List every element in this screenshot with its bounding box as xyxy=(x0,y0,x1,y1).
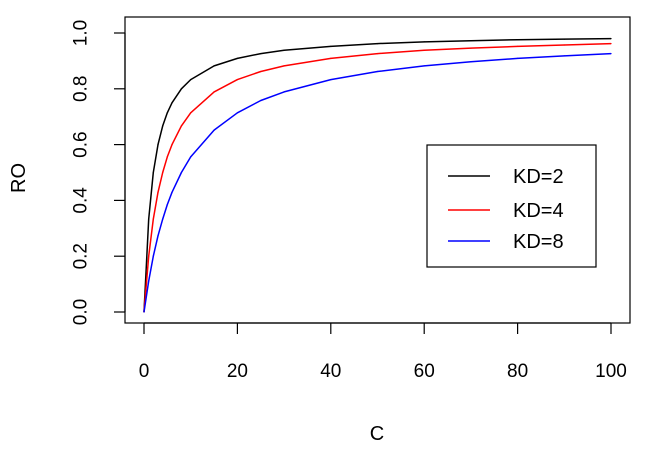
x-tick-label: 60 xyxy=(414,361,435,382)
data-point xyxy=(376,70,379,73)
data-point xyxy=(260,99,262,102)
legend-label: KD=4 xyxy=(513,200,564,222)
data-point xyxy=(157,144,159,146)
series-kd-2 xyxy=(143,37,612,313)
series-line xyxy=(143,52,612,313)
data-point xyxy=(148,255,150,257)
data-point xyxy=(260,70,262,73)
data-point xyxy=(517,39,519,41)
data-point xyxy=(260,53,262,55)
data-point xyxy=(610,38,612,40)
y-axis-title: RO xyxy=(8,163,30,193)
data-point xyxy=(563,55,565,57)
data-point xyxy=(213,129,215,131)
data-point xyxy=(166,204,168,206)
data-point xyxy=(180,125,182,127)
data-point xyxy=(236,112,238,114)
data-point xyxy=(152,218,154,220)
data-point xyxy=(283,65,285,67)
data-point xyxy=(180,88,182,90)
data-point xyxy=(190,112,192,114)
data-point xyxy=(166,112,168,114)
x-tick-label: 100 xyxy=(595,361,627,382)
x-axis-title: C xyxy=(370,423,384,445)
data-point xyxy=(236,79,238,81)
legend-box xyxy=(426,144,597,268)
x-axis: 0 20 40 60 80 100 xyxy=(139,322,627,382)
y-tick-label: 0.2 xyxy=(71,243,92,269)
data-point xyxy=(610,53,612,55)
data-point xyxy=(213,91,215,93)
data-point xyxy=(330,57,332,60)
series-kd-4 xyxy=(143,42,612,313)
x-tick-label: 0 xyxy=(139,361,150,382)
data-point xyxy=(152,171,154,174)
data-point xyxy=(143,311,145,313)
data-point xyxy=(470,61,472,63)
legend-label: KD=2 xyxy=(513,166,564,188)
y-tick-label: 0.6 xyxy=(71,131,92,157)
legend: KD=2 KD=4 KD=8 xyxy=(426,144,597,268)
data-point xyxy=(180,171,182,174)
data-point xyxy=(517,57,519,60)
data-point xyxy=(610,43,612,45)
data-point xyxy=(470,47,472,49)
data-point xyxy=(330,45,332,48)
data-point xyxy=(148,218,150,220)
data-point xyxy=(166,156,168,158)
series-kd-8 xyxy=(143,52,612,313)
data-point xyxy=(236,57,238,60)
data-point xyxy=(190,79,192,81)
x-tick-label: 80 xyxy=(507,361,528,382)
data-point xyxy=(171,144,173,146)
data-point xyxy=(213,65,215,67)
data-point xyxy=(563,38,565,40)
data-point xyxy=(423,49,425,51)
data-point xyxy=(423,65,425,67)
series-line xyxy=(143,37,612,313)
data-point xyxy=(283,49,285,51)
data-point xyxy=(423,41,425,43)
series-layer xyxy=(143,37,612,313)
x-tick-label: 20 xyxy=(227,361,248,382)
data-point xyxy=(148,280,150,282)
data-point xyxy=(171,191,173,193)
data-point xyxy=(162,218,164,220)
data-point xyxy=(470,40,472,42)
data-point xyxy=(157,191,159,193)
data-point xyxy=(283,91,285,93)
data-point xyxy=(162,171,164,174)
data-point xyxy=(162,125,164,127)
data-point xyxy=(171,102,173,104)
x-tick-label: 40 xyxy=(320,361,341,382)
y-tick-label: 0.8 xyxy=(71,76,92,102)
data-point xyxy=(563,44,565,46)
y-tick-label: 0.0 xyxy=(71,299,92,325)
data-point xyxy=(376,53,379,55)
y-tick-label: 1.0 xyxy=(71,20,92,46)
data-point xyxy=(157,235,159,237)
legend-label: KD=8 xyxy=(513,231,564,253)
series-line xyxy=(143,42,612,313)
data-point xyxy=(152,255,154,257)
data-point xyxy=(190,156,192,158)
y-tick-label: 0.4 xyxy=(71,187,92,214)
data-point xyxy=(517,45,519,48)
data-point xyxy=(376,43,379,45)
y-axis: 0.0 0.2 0.4 0.6 0.8 1.0 xyxy=(71,20,126,325)
data-point xyxy=(330,79,332,81)
